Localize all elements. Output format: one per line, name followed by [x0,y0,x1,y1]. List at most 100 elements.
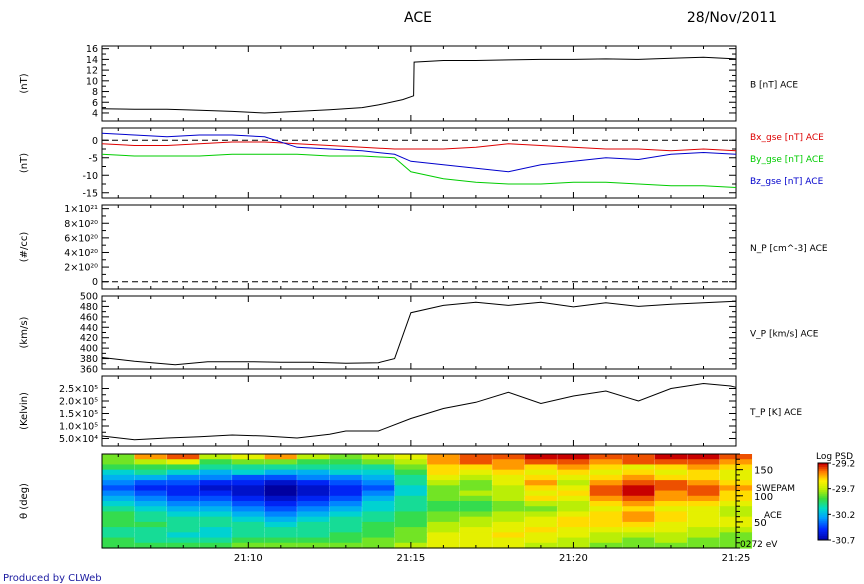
heatmap-cell [264,464,297,471]
heatmap-cell [134,474,167,481]
heatmap-cell [199,501,232,507]
heatmap-cell [102,516,135,523]
heatmap-cell [524,495,557,502]
heatmap-cell [297,469,330,476]
heatmap-cell [687,474,720,481]
heatmap-cell [459,537,492,544]
y-tick-label: 1×10²¹ [64,204,98,215]
heatmap-cell [102,506,135,513]
heatmap-cell [687,485,720,492]
heatmap-cell [654,459,688,466]
heatmap-cell [654,527,688,533]
y-tick-label: 6 [92,98,98,109]
y-tick-label: 480 [80,302,98,313]
y-tick-label: 8 [92,87,98,98]
heatmap-cell [622,501,655,507]
heatmap-cell [654,501,688,507]
heatmap-cell [232,469,265,476]
heatmap-cell [524,480,557,486]
heatmap-cell [622,537,655,544]
heatmap-cell [199,490,232,497]
colorbar-swatch [818,501,828,504]
heatmap-cell [459,490,492,497]
heatmap-cell [557,511,590,518]
heatmap-cell [394,480,427,486]
y-tick-label: 1.5×10⁵ [59,409,98,420]
colorbar-swatch [818,484,828,487]
heatmap-cell [362,527,395,533]
heatmap-cell [167,469,200,476]
y-tick-label: 100 [754,492,773,503]
heatmap-cell [654,516,688,523]
heatmap-cell [394,516,427,523]
heatmap-cell [622,527,655,533]
y-tick-label: -15 [82,188,98,199]
heatmap-cell [167,532,200,539]
y-axis-label: θ (deg) [19,483,30,519]
heatmap-cell [459,511,492,518]
colorbar-swatch [818,491,828,495]
heatmap-cell [492,464,525,471]
colorbar-swatch [818,480,828,483]
y-tick-label: 12 [86,66,98,77]
heatmap-cell [167,521,200,528]
colorbar-frame [817,462,829,541]
heatmap-cell [297,527,330,533]
heatmap-cell [232,490,265,497]
heatmap-cell [232,501,265,507]
y-tick-label: 420 [80,333,98,344]
heatmap-cell [492,521,525,528]
heatmap-cell [394,459,427,466]
x-tick-label: 21:15 [396,553,425,564]
heatmap-cell [557,464,590,471]
colorbar-swatch [818,495,828,499]
heatmap-cell [459,516,492,523]
colorbar-swatch [818,530,828,533]
heatmap-cell [297,495,330,502]
colorbar-layer: Log PSD-29.2 -29.7 -30.2 -30.7 [816,452,855,547]
heatmap-cell [297,459,330,466]
heatmap-cell [557,527,590,533]
heatmap-cell [264,474,297,481]
heatmap-cell [329,469,362,476]
heatmap-cell [362,506,395,513]
heatmap-cell [199,532,232,539]
heatmap-cell [654,495,688,502]
legend-by-gse-nt-ace: By_gse [nT] ACE [750,155,824,165]
heatmap-cell [492,506,525,513]
y-tick-label: -10 [82,171,98,182]
heatmap-cell [589,516,622,523]
heatmap-cell [589,501,622,507]
heatmap-cell [102,532,135,539]
heatmap-cell [134,485,167,492]
heatmap-cell [622,485,655,492]
colorbar-tick-label: -29.7 [832,485,855,495]
heatmap-cell [329,474,362,481]
heatmap-label: ACE [764,511,782,521]
heatmap-cell [134,469,167,476]
heatmap-cell [232,464,265,471]
heatmap-cell [394,469,427,476]
heatmap-cell [492,527,525,533]
heatmap-cell [687,511,720,518]
colorbar-swatch [818,470,828,474]
heatmap-cell [297,480,330,486]
heatmap-cell [329,490,362,497]
heatmap-cell [589,490,622,497]
heatmap-cell [589,511,622,518]
heatmap-cell [524,501,557,507]
heatmap-cell [589,495,622,502]
colorbar-swatch [818,472,828,476]
heatmap-cell [199,516,232,523]
heatmap-cell [362,459,395,466]
heatmap-cell [459,459,492,466]
heatmap-cell [134,532,167,539]
heatmap-cell [524,459,557,466]
colorbar-swatch [818,493,828,497]
heatmap-cell [557,485,590,492]
heatmap-cell [394,474,427,481]
heatmap-cell [589,521,622,528]
heatmap-cell [167,474,200,481]
heatmap-cell [557,474,590,481]
colorbar-swatch [818,497,828,501]
